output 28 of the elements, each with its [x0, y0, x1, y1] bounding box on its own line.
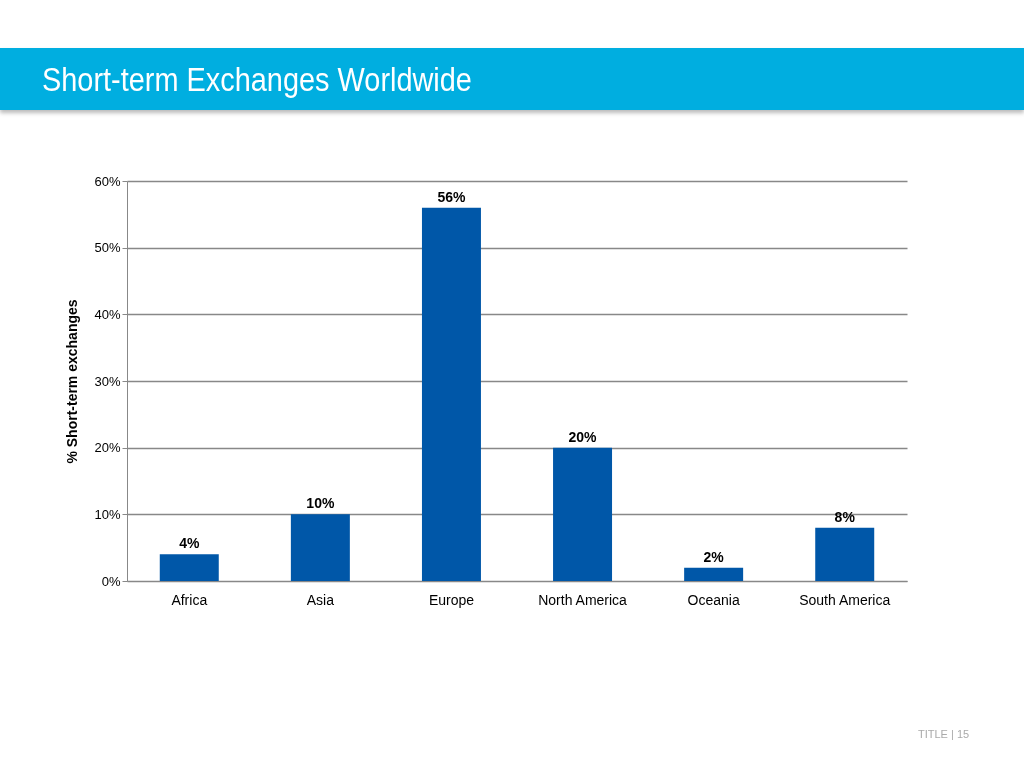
y-tick-label: 60% [94, 173, 121, 189]
data-label: 10% [306, 495, 335, 512]
x-tick-label: Africa [171, 591, 208, 608]
y-tick-label: 40% [94, 306, 121, 322]
chart-title: Short-term Exchanges Worldwide [42, 60, 472, 99]
x-tick-label: South America [799, 591, 891, 608]
bar [553, 447, 613, 581]
x-tick-label: Oceania [687, 591, 740, 608]
bar [421, 207, 481, 581]
bar [290, 514, 350, 581]
data-label: 4% [179, 535, 200, 552]
bar [159, 554, 219, 581]
data-label: 20% [568, 428, 598, 445]
bar [684, 567, 744, 581]
data-label: 56% [437, 188, 467, 205]
bar [815, 527, 875, 581]
y-tick-label: 50% [94, 240, 121, 256]
y-tick-label: 10% [94, 506, 121, 522]
y-tick-label: 20% [94, 440, 121, 456]
x-tick-label: Asia [306, 591, 335, 608]
x-tick-label: North America [538, 591, 628, 608]
data-label: 8% [834, 508, 856, 525]
y-axis-title: % Short-term exchanges [64, 299, 81, 464]
y-tick-label: 0% [101, 573, 121, 589]
data-label: 2% [703, 548, 725, 565]
y-tick-label: 30% [94, 373, 121, 389]
text: TITLE | 15 [918, 728, 970, 740]
x-tick-label: Europe [428, 591, 475, 608]
